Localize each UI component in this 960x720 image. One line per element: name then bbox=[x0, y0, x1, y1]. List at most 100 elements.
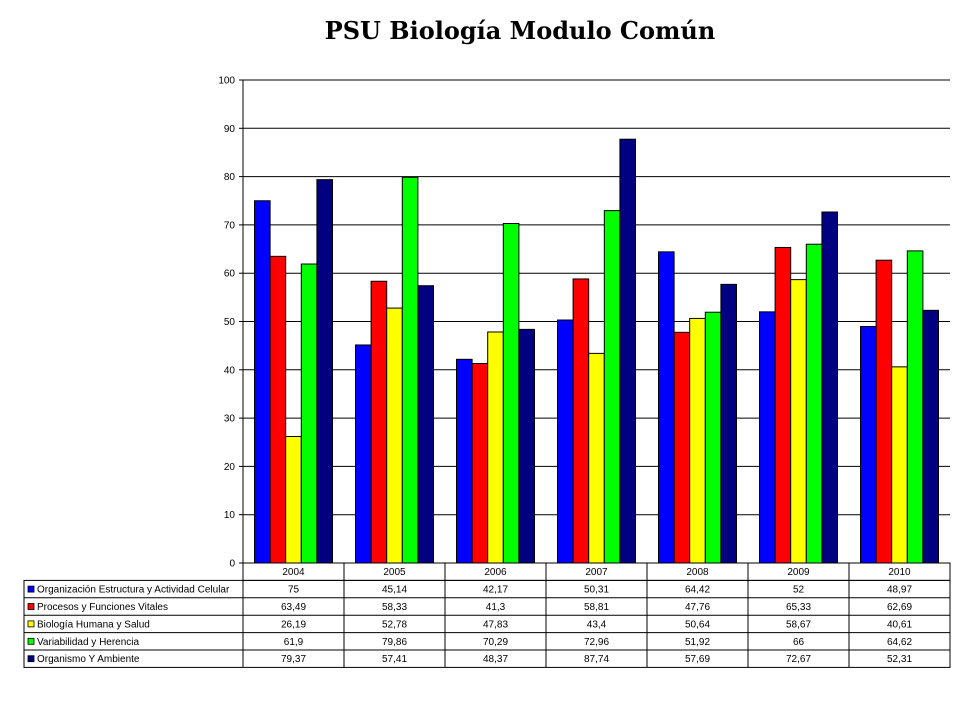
bar-2-2006 bbox=[471, 363, 489, 564]
bar-2-2004 bbox=[269, 255, 287, 564]
bar-2-2008 bbox=[673, 331, 691, 564]
bar-1-2004 bbox=[254, 200, 271, 564]
y-tick-label: 60 bbox=[224, 269, 236, 280]
legend-label-3: Biología Humana y Salud bbox=[37, 619, 150, 630]
y-tick-label: 50 bbox=[224, 317, 236, 328]
bar-4-2008 bbox=[704, 311, 722, 564]
bar-4-2005 bbox=[401, 176, 419, 564]
bar-3-2005 bbox=[386, 307, 403, 564]
x-tick-label: 2005 bbox=[383, 567, 406, 578]
bar-4-2007 bbox=[603, 210, 621, 564]
bar-5-2007 bbox=[619, 138, 637, 564]
legend-key-3 bbox=[27, 620, 35, 628]
data-label: 58,67 bbox=[786, 619, 811, 630]
y-tick-label: 40 bbox=[224, 365, 236, 376]
chart-title: PSU Biología Modulo Común bbox=[324, 16, 716, 45]
bar-1-2006 bbox=[456, 358, 473, 564]
bar-3-2009 bbox=[790, 279, 807, 564]
data-label: 65,33 bbox=[786, 602, 811, 613]
y-tick-label: 90 bbox=[224, 124, 236, 135]
y-tick-label: 0 bbox=[229, 559, 235, 570]
data-label: 70,29 bbox=[483, 637, 508, 648]
bar-5-2010 bbox=[922, 309, 940, 564]
bar-4-2006 bbox=[502, 222, 520, 564]
bar-3-2008 bbox=[689, 317, 706, 564]
data-label: 57,41 bbox=[382, 654, 407, 665]
bar-1-2009 bbox=[759, 311, 776, 564]
bar-3-2006 bbox=[487, 331, 504, 564]
bar-2-2009 bbox=[774, 246, 792, 564]
legend-label-1: Organización Estructura y Actividad Celu… bbox=[37, 585, 230, 596]
data-label: 47,83 bbox=[483, 619, 508, 630]
bar-3-2007 bbox=[588, 352, 605, 564]
data-label: 87,74 bbox=[584, 654, 609, 665]
data-label: 26,19 bbox=[281, 619, 306, 630]
data-label: 47,76 bbox=[685, 602, 710, 613]
x-tick-label: 2010 bbox=[888, 567, 911, 578]
data-label: 48,97 bbox=[887, 585, 912, 596]
data-label: 51,92 bbox=[685, 637, 710, 648]
data-label: 50,31 bbox=[584, 585, 609, 596]
data-label: 79,37 bbox=[281, 654, 306, 665]
x-tick-label: 2008 bbox=[686, 567, 709, 578]
bar-5-2006 bbox=[518, 328, 536, 564]
legend-key-4 bbox=[27, 637, 35, 645]
bar-4-2010 bbox=[906, 250, 924, 564]
data-label: 58,81 bbox=[584, 602, 609, 613]
legend-key-1 bbox=[27, 585, 35, 593]
bar-4-2009 bbox=[805, 243, 823, 564]
bar-2-2007 bbox=[572, 278, 590, 564]
data-label: 43,4 bbox=[587, 619, 607, 630]
data-label: 66 bbox=[793, 637, 805, 648]
data-label: 40,61 bbox=[887, 619, 912, 630]
data-label: 50,64 bbox=[685, 619, 710, 630]
data-label: 72,67 bbox=[786, 654, 811, 665]
bar-5-2008 bbox=[720, 283, 738, 564]
data-label: 52 bbox=[793, 585, 805, 596]
bar-5-2009 bbox=[821, 211, 839, 564]
legend-label-5: Organismo Y Ambiente bbox=[37, 654, 140, 665]
bar-3-2010 bbox=[891, 366, 908, 564]
data-label: 75 bbox=[288, 585, 300, 596]
y-tick-label: 20 bbox=[224, 462, 236, 473]
bar-5-2005 bbox=[417, 285, 434, 564]
data-label: 58,33 bbox=[382, 602, 407, 613]
data-label: 57,69 bbox=[685, 654, 710, 665]
bar-1-2007 bbox=[557, 319, 574, 564]
x-tick-label: 2009 bbox=[787, 567, 810, 578]
bar-1-2005 bbox=[355, 344, 372, 564]
data-label: 41,3 bbox=[486, 602, 506, 613]
legend-label-2: Procesos y Funciones Vitales bbox=[37, 602, 168, 613]
legend-key-2 bbox=[27, 603, 35, 610]
x-tick-label: 2004 bbox=[282, 567, 305, 578]
data-label: 64,42 bbox=[685, 585, 710, 596]
data-label: 42,17 bbox=[483, 585, 508, 596]
data-label: 61,9 bbox=[284, 637, 304, 648]
data-label: 63,49 bbox=[281, 602, 306, 613]
bar-1-2010 bbox=[860, 325, 877, 564]
data-label: 72,96 bbox=[584, 637, 609, 648]
x-tick-label: 2006 bbox=[484, 567, 507, 578]
bar-2-2005 bbox=[370, 280, 388, 564]
bar-4-2004 bbox=[300, 263, 318, 564]
y-tick-label: 30 bbox=[224, 414, 236, 425]
data-label: 79,86 bbox=[382, 637, 407, 648]
y-tick-label: 10 bbox=[224, 510, 236, 521]
y-tick-label: 70 bbox=[224, 220, 236, 231]
bar-5-2004 bbox=[316, 179, 333, 564]
legend-label-4: Variabilidad y Herencia bbox=[37, 637, 140, 648]
y-tick-label: 80 bbox=[224, 172, 236, 183]
x-tick-label: 2007 bbox=[585, 567, 608, 578]
y-tick-label: 100 bbox=[218, 76, 235, 87]
data-label: 52,78 bbox=[382, 619, 407, 630]
data-label: 64,62 bbox=[887, 637, 912, 648]
bar-2-2010 bbox=[875, 259, 893, 564]
data-label: 48,37 bbox=[483, 654, 508, 665]
bar-3-2004 bbox=[285, 436, 302, 564]
legend-key-5 bbox=[27, 655, 35, 663]
bar-1-2008 bbox=[658, 251, 675, 564]
data-label: 52,31 bbox=[887, 654, 912, 665]
data-label: 62,69 bbox=[887, 602, 912, 613]
